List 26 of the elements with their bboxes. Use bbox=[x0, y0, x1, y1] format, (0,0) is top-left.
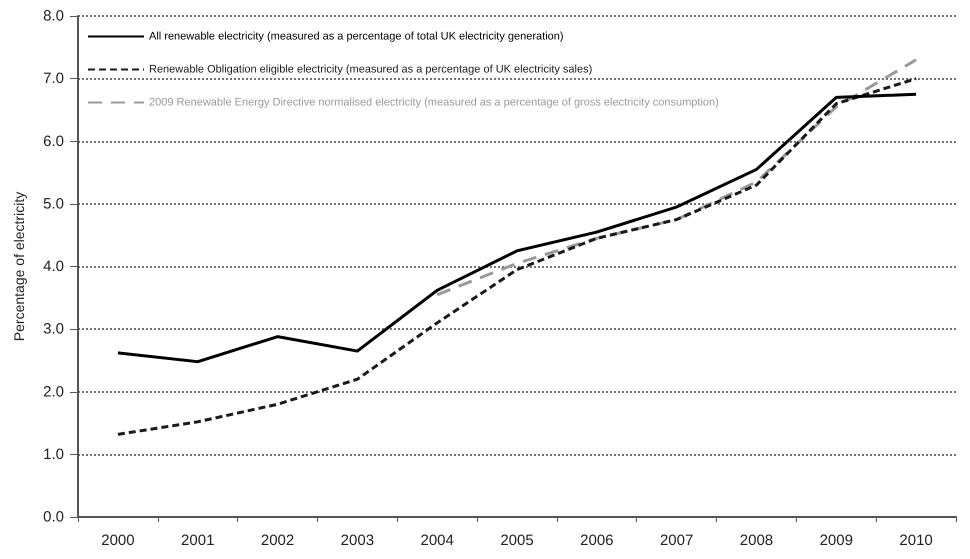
text: 2009 Renewable Energy Directive normalised electricity (measured as a percentage of gross electricity consumption) bbox=[149, 96, 719, 108]
x-tick-label: 2002 bbox=[260, 532, 294, 549]
y-tick-label: 8.0 bbox=[43, 8, 64, 24]
y-tick-label: 2.0 bbox=[43, 383, 64, 400]
x-tick-label: 2006 bbox=[580, 532, 614, 549]
y-tick-label: 6.0 bbox=[43, 132, 64, 150]
x-tick-label: 2009 bbox=[820, 532, 853, 549]
x-tick-label: 2008 bbox=[740, 532, 774, 549]
y-tick-label: 5.0 bbox=[43, 195, 64, 212]
x-tick-label: 2000 bbox=[101, 532, 135, 549]
y-tick-label: 7.0 bbox=[43, 70, 64, 88]
x-tick-label: 2003 bbox=[340, 532, 374, 549]
line-series bbox=[116, 92, 918, 364]
x-tick-label: 2001 bbox=[181, 532, 214, 549]
x-tick-label: 2005 bbox=[500, 532, 534, 549]
y-tick-label: 0.0 bbox=[43, 508, 64, 526]
text: All renewable electricity (measured as a percentage of total UK electricity generation) bbox=[149, 30, 564, 42]
y-tick-label: 3.0 bbox=[43, 320, 64, 338]
x-tick-label: 2010 bbox=[899, 532, 933, 549]
x-tick-label: 2004 bbox=[420, 532, 454, 549]
y-tick-label: 1.0 bbox=[43, 446, 64, 463]
line-series bbox=[116, 77, 918, 436]
y-axis-title: Percentage of electricity bbox=[11, 192, 27, 342]
x-tick-label: 2007 bbox=[660, 532, 694, 549]
y-tick-label: 4.0 bbox=[43, 258, 64, 275]
text: Renewable Obligation eligible electricity (measured as a percentage of UK electricity sales) bbox=[149, 64, 592, 76]
